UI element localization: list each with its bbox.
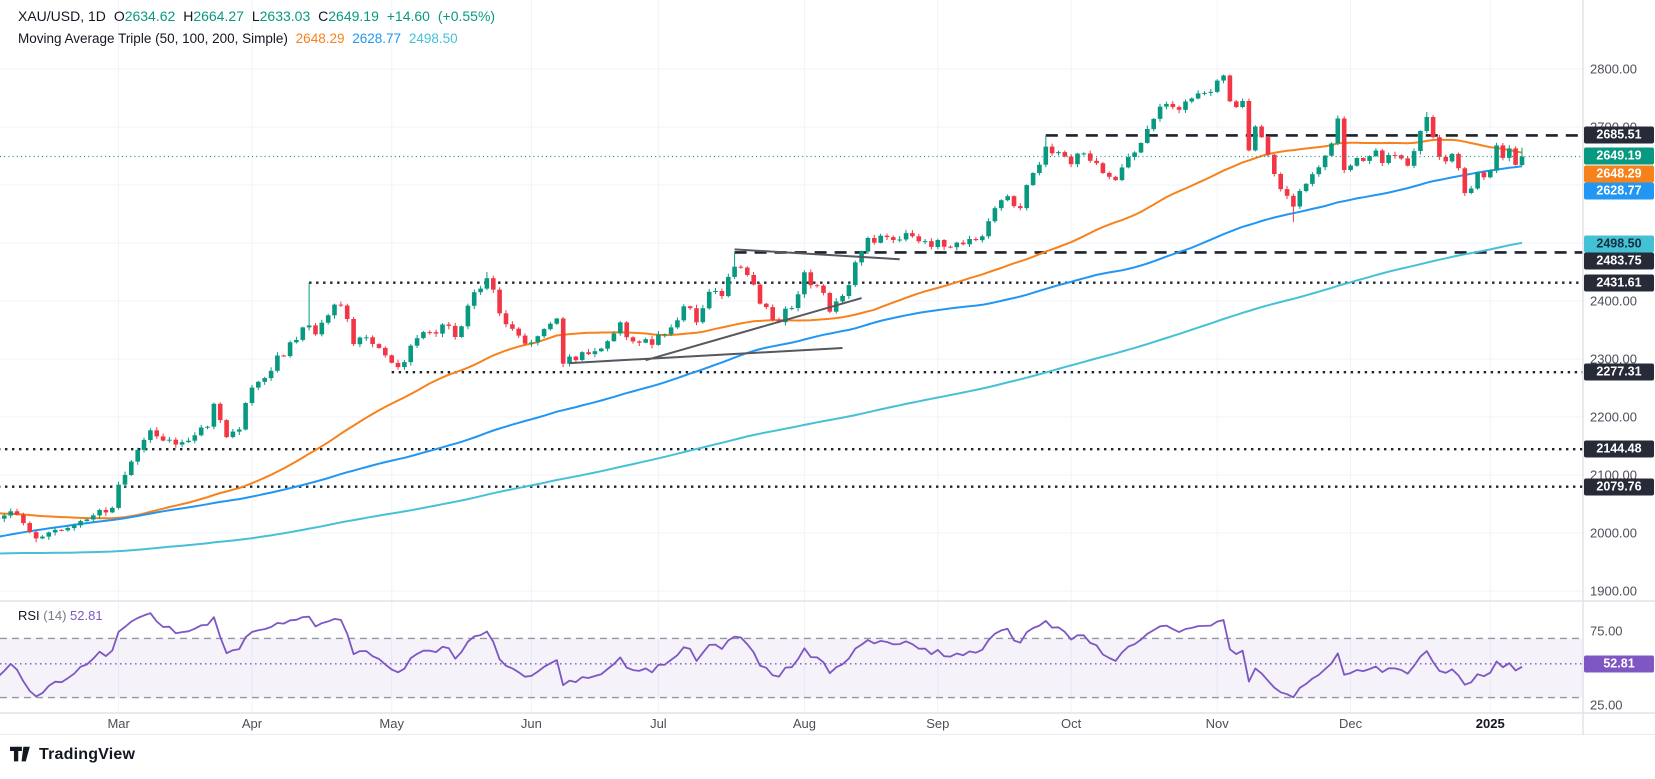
time-label-Jul: Jul bbox=[650, 716, 667, 731]
open-label: O bbox=[113, 8, 125, 24]
price-tick-1900: 1900.00 bbox=[1590, 583, 1637, 599]
time-label-Oct: Oct bbox=[1061, 716, 1082, 731]
level-label-2431.61: 2431.61 bbox=[1584, 274, 1654, 292]
level-label-2079.76: 2079.76 bbox=[1584, 478, 1654, 496]
price-tick-2000: 2000.00 bbox=[1590, 525, 1637, 541]
level-label-2685.51: 2685.51 bbox=[1584, 126, 1654, 144]
rsi-tick-25: 25.00 bbox=[1590, 697, 1623, 713]
symbol-title: XAU/USD, 1D bbox=[18, 8, 106, 24]
close-label: C bbox=[318, 8, 329, 24]
open-value: 2634.62 bbox=[124, 8, 176, 24]
ma-legend-row[interactable]: Moving Average Triple (50, 100, 200, Sim… bbox=[18, 31, 462, 46]
level-label-2277.31: 2277.31 bbox=[1584, 363, 1654, 381]
time-label-Sep: Sep bbox=[926, 716, 950, 731]
close-value: 2649.19 bbox=[328, 8, 379, 24]
rsi-tick-75: 75.00 bbox=[1590, 623, 1623, 639]
price-axis[interactable]: 2800.002700.002400.002300.002200.002100.… bbox=[0, 0, 1655, 735]
brand-name: TradingView bbox=[39, 746, 136, 763]
high-value: 2664.27 bbox=[193, 8, 244, 24]
current-price-label: 2649.19 bbox=[1584, 147, 1654, 165]
time-label-Nov: Nov bbox=[1205, 716, 1229, 731]
ma50-label: 2648.29 bbox=[1584, 165, 1654, 183]
chart-footer: TradingView bbox=[0, 735, 1655, 779]
level-label-2483.75: 2483.75 bbox=[1584, 252, 1654, 270]
rsi-label: RSI bbox=[18, 608, 40, 623]
price-tick-2300: 2300.00 bbox=[1590, 351, 1637, 367]
ma100-label: 2628.77 bbox=[1584, 182, 1654, 200]
ma-indicator-label: Moving Average Triple (50, 100, 200, Sim… bbox=[18, 31, 288, 46]
rsi-legend-row[interactable]: RSI (14) 52.81 bbox=[18, 608, 103, 623]
level-label-2144.48: 2144.48 bbox=[1584, 440, 1654, 458]
ma100-value: 2628.77 bbox=[352, 31, 402, 46]
time-label-Aug: Aug bbox=[792, 716, 817, 731]
low-value: 2633.03 bbox=[259, 8, 311, 24]
price-tick-2400: 2400.00 bbox=[1590, 293, 1637, 309]
time-label-Jun: Jun bbox=[520, 716, 542, 731]
high-label: H bbox=[183, 8, 194, 24]
time-label-Dec: Dec bbox=[1338, 716, 1363, 731]
ma200-value: 2498.50 bbox=[408, 31, 458, 46]
symbol-legend-row[interactable]: XAU/USD, 1D O2634.62 H2664.27 L2633.03 C… bbox=[18, 8, 499, 24]
ma50-value: 2648.29 bbox=[295, 31, 345, 46]
rsi-value-label: 52.81 bbox=[1584, 655, 1654, 673]
price-tick-2200: 2200.00 bbox=[1590, 409, 1637, 425]
change-value: +14.60 bbox=[386, 8, 430, 24]
low-label: L bbox=[251, 8, 260, 24]
tradingview-link[interactable]: TradingView bbox=[10, 746, 135, 764]
time-label-May: May bbox=[379, 716, 404, 731]
rsi-value: 52.81 bbox=[70, 608, 103, 623]
time-label-2025: 2025 bbox=[1475, 716, 1505, 731]
time-label-Mar: Mar bbox=[107, 716, 130, 731]
tradingview-logo-icon bbox=[10, 746, 30, 762]
time-label-Apr: Apr bbox=[241, 716, 263, 731]
price-tick-2800: 2800.00 bbox=[1590, 61, 1637, 77]
rsi-params: (14) bbox=[43, 608, 67, 623]
change-pct-value: (+0.55%) bbox=[437, 8, 496, 24]
ma200-label: 2498.50 bbox=[1584, 235, 1654, 253]
